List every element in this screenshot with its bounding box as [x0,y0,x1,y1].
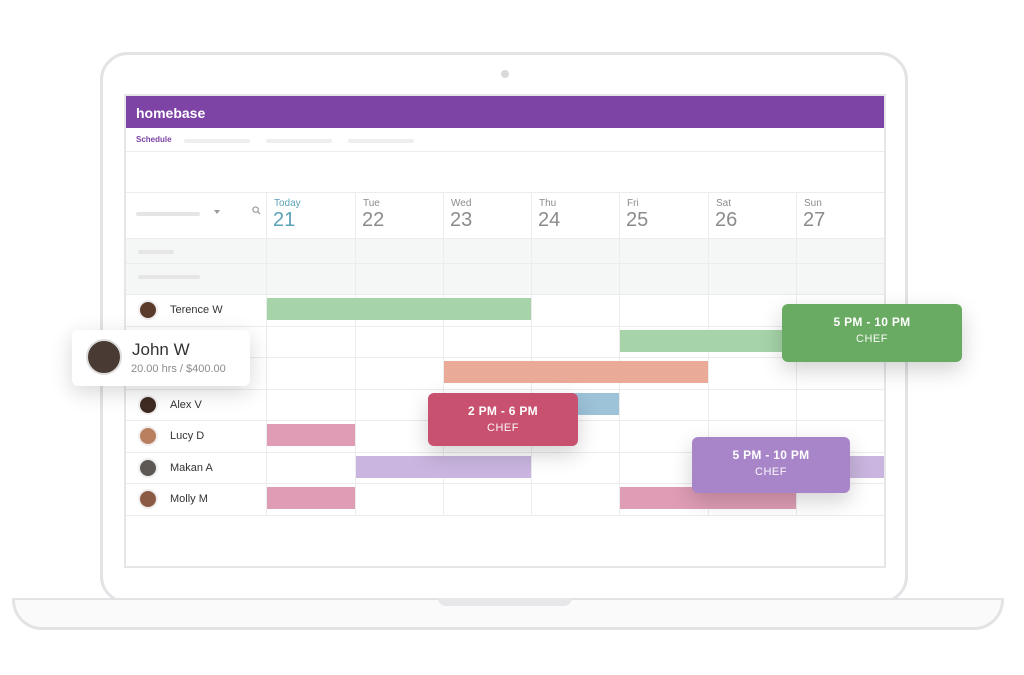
grid-line [126,357,884,358]
day-name: Sun [804,198,822,209]
employee-row-molly[interactable]: Molly M [138,483,208,514]
day-header-23[interactable]: Wed 23 [443,192,531,238]
nav-placeholder[interactable] [184,139,250,143]
grid-line [126,389,884,390]
shift-time: 2 PM - 6 PM [468,404,538,418]
day-number: 26 [715,209,738,231]
employee-card-john[interactable]: John W 20.00 hrs / $400.00 [72,330,250,386]
employee-name: Terence W [170,303,223,316]
sub-navigation: Schedule [126,128,884,152]
day-name: Today [274,198,301,209]
avatar [138,394,158,415]
shift-card-purple[interactable]: 5 PM - 10 PM CHEF [692,437,850,493]
day-number: 21 [273,209,296,231]
nav-placeholder[interactable] [348,139,414,143]
avatar [138,457,158,478]
row-placeholder [138,250,174,254]
grid-line [126,326,884,327]
grid-line [126,483,884,484]
day-number: 24 [538,209,561,231]
nav-placeholder[interactable] [266,139,332,143]
grid-line [443,192,444,516]
shift-card-pink[interactable]: 2 PM - 6 PM CHEF [428,393,578,446]
day-number: 27 [803,209,826,231]
summary-rows [126,238,884,294]
employee-row-makan[interactable]: Makan A [138,452,213,483]
shift-block[interactable] [356,456,531,478]
search-icon[interactable] [252,206,261,215]
day-name: Wed [451,198,472,209]
employee-row-terence[interactable]: Terence W [138,294,223,325]
shift-time: 5 PM - 10 PM [732,448,810,462]
shift-time: 5 PM - 10 PM [833,315,911,329]
day-name: Thu [539,198,557,209]
employee-name: Molly M [170,492,208,505]
day-number: 25 [626,209,649,231]
day-header-22[interactable]: Tue 22 [355,192,443,238]
shift-block[interactable] [620,330,800,352]
shift-card-green[interactable]: 5 PM - 10 PM CHEF [782,304,962,362]
avatar [138,425,158,446]
grid-line [266,192,267,516]
grid-line [619,192,620,516]
grid-line [126,192,884,193]
day-name: Sat [716,198,732,209]
employee-hours-cost: 20.00 hrs / $400.00 [131,363,226,375]
grid-line [531,192,532,516]
day-header-27[interactable]: Sun 27 [796,192,884,238]
employee-name: Lucy D [170,429,205,442]
day-header-21[interactable]: Today 21 [266,192,355,238]
day-name: Tue [363,198,380,209]
chevron-down-icon[interactable] [214,210,220,214]
day-number: 23 [450,209,473,231]
shift-block[interactable] [444,361,708,383]
grid-line [126,238,884,239]
day-name: Fri [627,198,639,209]
avatar [138,488,158,509]
avatar [138,299,158,320]
avatar [86,339,122,375]
grid-line [126,263,884,264]
camera-dot [501,70,509,78]
grid-line [126,294,884,295]
tab-schedule[interactable]: Schedule [136,135,172,144]
location-filter[interactable] [136,212,200,216]
shift-block[interactable] [267,424,355,446]
employee-name: John W [132,340,190,359]
shift-role: CHEF [755,466,787,478]
grid-line [126,515,884,516]
brand-logo[interactable]: homebase [136,105,206,121]
shift-block[interactable] [267,487,355,509]
row-placeholder [138,275,200,279]
day-header-24[interactable]: Thu 24 [531,192,619,238]
employee-name: Alex V [170,398,202,411]
grid-line [355,192,356,516]
employee-name: Makan A [170,461,213,474]
shift-role: CHEF [487,422,519,434]
grid-line [126,452,884,453]
shift-block[interactable] [267,298,531,320]
day-number: 22 [362,209,385,231]
app-screen: homebase Schedule [124,94,886,568]
grid-line [708,192,709,516]
day-header-26[interactable]: Sat 26 [708,192,796,238]
employee-row-lucy[interactable]: Lucy D [138,420,204,451]
day-header-25[interactable]: Fri 25 [619,192,708,238]
employee-row-alex[interactable]: Alex V [138,389,202,420]
app-header: homebase [126,96,884,128]
laptop-notch [438,598,572,606]
shift-role: CHEF [856,333,888,345]
